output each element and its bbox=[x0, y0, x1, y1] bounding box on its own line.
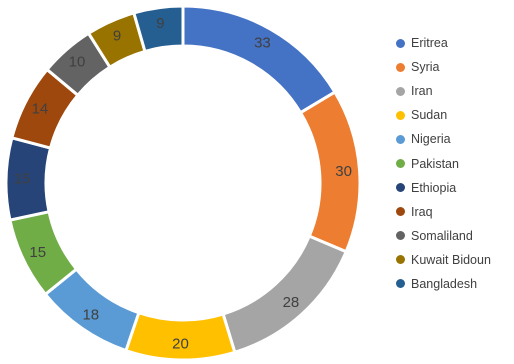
legend-swatch bbox=[396, 183, 405, 193]
legend-item-iraq: Iraq bbox=[396, 200, 491, 224]
legend-swatch bbox=[396, 110, 405, 120]
legend-swatch bbox=[396, 86, 405, 96]
legend-swatch bbox=[396, 38, 405, 48]
legend-label: Sudan bbox=[411, 108, 448, 123]
data-label-ethiopia: 15 bbox=[14, 171, 31, 188]
legend-item-bangladesh: Bangladesh bbox=[396, 272, 491, 296]
legend-swatch bbox=[396, 231, 405, 241]
segment-eritrea bbox=[181, 4, 337, 115]
legend-label: Bangladesh bbox=[411, 276, 478, 291]
legend-label: Eritrea bbox=[411, 36, 448, 51]
legend-item-kuwait-bidoun: Kuwait Bidoun bbox=[396, 248, 491, 272]
legend-swatch bbox=[396, 159, 405, 169]
legend-item-eritrea: Eritrea bbox=[396, 31, 491, 55]
doughnut-segments bbox=[4, 4, 362, 362]
legend-item-pakistan: Pakistan bbox=[396, 151, 491, 175]
data-label-kuwait-bidoun: 9 bbox=[113, 28, 121, 45]
legend-item-iran: Iran bbox=[396, 79, 491, 103]
legend-label: Somaliland bbox=[411, 228, 473, 243]
legend-label: Kuwait Bidoun bbox=[411, 252, 491, 267]
data-label-nigeria: 18 bbox=[82, 307, 99, 324]
legend-swatch bbox=[396, 255, 405, 265]
legend-label: Ethiopia bbox=[411, 180, 457, 195]
legend-swatch bbox=[396, 62, 405, 72]
legend-item-sudan: Sudan bbox=[396, 103, 491, 127]
chart-legend: Eritrea Syria Iran Sudan Nigeria Pakistan Ethi… bbox=[396, 31, 491, 296]
legend-item-somaliland: Somaliland bbox=[396, 224, 491, 248]
legend-swatch bbox=[396, 134, 405, 144]
data-labels: 33 30 28 20 18 15 15 14 10 9 9 bbox=[14, 15, 352, 352]
legend-item-nigeria: Nigeria bbox=[396, 127, 491, 151]
data-label-eritrea: 33 bbox=[254, 34, 271, 51]
data-label-iran: 28 bbox=[283, 294, 300, 311]
data-label-pakistan: 15 bbox=[29, 244, 46, 261]
segment-bangladesh bbox=[132, 4, 185, 54]
data-label-bangladesh: 9 bbox=[156, 15, 164, 32]
legend-item-ethiopia: Ethiopia bbox=[396, 176, 491, 200]
legend-label: Pakistan bbox=[411, 156, 459, 171]
legend-swatch bbox=[396, 207, 405, 217]
legend-label: Syria bbox=[411, 60, 440, 75]
legend-label: Iran bbox=[411, 84, 433, 99]
legend-label: Iraq bbox=[411, 204, 433, 219]
data-label-somaliland: 10 bbox=[69, 53, 86, 70]
data-label-syria: 30 bbox=[335, 163, 352, 180]
legend-swatch bbox=[396, 279, 405, 289]
legend-label: Nigeria bbox=[411, 132, 451, 147]
data-label-sudan: 20 bbox=[172, 335, 189, 352]
legend-item-syria: Syria bbox=[396, 55, 491, 79]
data-label-iraq: 14 bbox=[32, 101, 49, 118]
